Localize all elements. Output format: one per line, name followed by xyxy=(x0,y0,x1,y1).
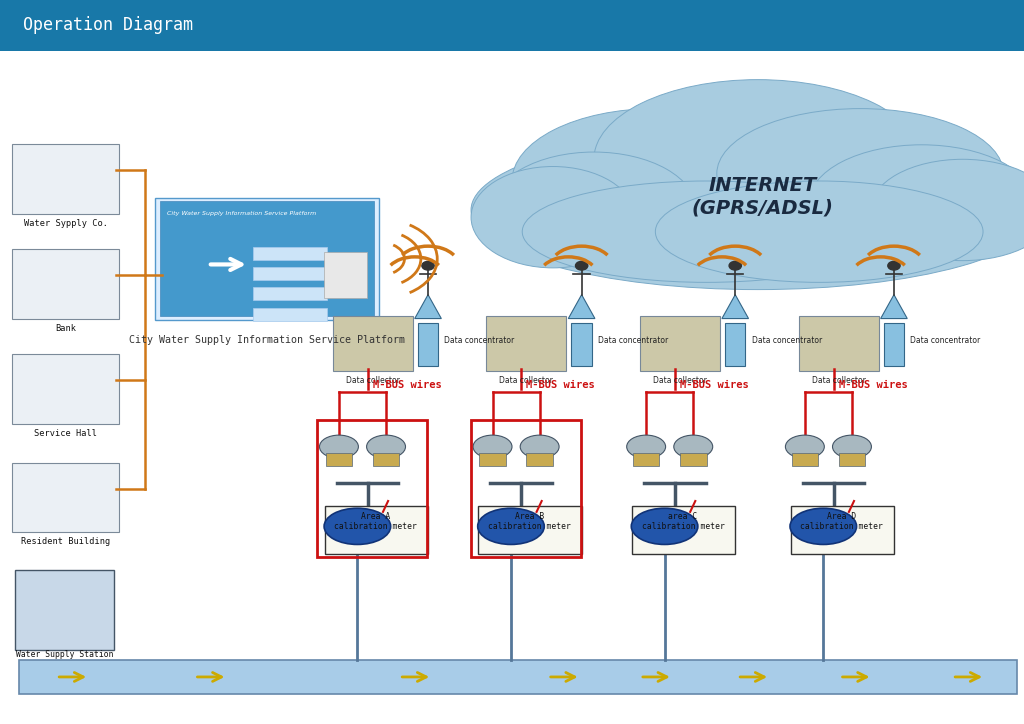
Circle shape xyxy=(575,261,588,270)
FancyBboxPatch shape xyxy=(680,453,707,466)
Ellipse shape xyxy=(785,435,824,458)
Ellipse shape xyxy=(594,80,922,239)
FancyBboxPatch shape xyxy=(526,453,553,466)
Ellipse shape xyxy=(627,435,666,458)
FancyBboxPatch shape xyxy=(326,453,352,466)
Polygon shape xyxy=(722,295,749,319)
Text: M-BUS wires: M-BUS wires xyxy=(526,380,595,390)
Polygon shape xyxy=(415,295,441,319)
FancyBboxPatch shape xyxy=(0,0,1024,51)
Polygon shape xyxy=(568,295,595,319)
Text: INTERNET
(GPRS/ADSL): INTERNET (GPRS/ADSL) xyxy=(692,177,834,217)
Text: M-BUS wires: M-BUS wires xyxy=(839,380,907,390)
FancyBboxPatch shape xyxy=(792,453,818,466)
Circle shape xyxy=(888,261,900,270)
FancyBboxPatch shape xyxy=(479,453,506,466)
FancyBboxPatch shape xyxy=(253,247,327,260)
Ellipse shape xyxy=(473,435,512,458)
Text: Data collector: Data collector xyxy=(812,376,865,385)
FancyBboxPatch shape xyxy=(486,316,566,371)
Text: Area A
calibration meter: Area A calibration meter xyxy=(335,512,417,531)
FancyBboxPatch shape xyxy=(253,267,327,280)
FancyBboxPatch shape xyxy=(324,252,367,298)
Text: City Water Supply Information Service Platform: City Water Supply Information Service Pl… xyxy=(167,211,316,216)
Text: area C
calibration meter: area C calibration meter xyxy=(642,512,724,531)
Text: Water Supply Station: Water Supply Station xyxy=(15,650,114,659)
FancyBboxPatch shape xyxy=(571,323,592,366)
FancyBboxPatch shape xyxy=(12,249,119,319)
Ellipse shape xyxy=(870,159,1024,261)
Text: Data concentrator: Data concentrator xyxy=(598,336,669,345)
Ellipse shape xyxy=(471,130,1024,290)
Circle shape xyxy=(729,261,741,270)
Ellipse shape xyxy=(319,435,358,458)
Text: Data concentrator: Data concentrator xyxy=(910,336,981,345)
FancyBboxPatch shape xyxy=(418,323,438,366)
Text: Area B
calibration meter: Area B calibration meter xyxy=(488,512,570,531)
Ellipse shape xyxy=(520,435,559,458)
FancyBboxPatch shape xyxy=(373,453,399,466)
Ellipse shape xyxy=(492,152,696,268)
Text: M-BUS wires: M-BUS wires xyxy=(680,380,749,390)
Ellipse shape xyxy=(631,508,697,544)
Text: City Water Supply Information Service Platform: City Water Supply Information Service Pl… xyxy=(129,335,404,345)
Text: Data collector: Data collector xyxy=(653,376,707,385)
Ellipse shape xyxy=(833,435,871,458)
Text: Data collector: Data collector xyxy=(346,376,399,385)
FancyBboxPatch shape xyxy=(12,144,119,214)
Ellipse shape xyxy=(655,181,983,282)
Text: Data collector: Data collector xyxy=(500,376,553,385)
FancyBboxPatch shape xyxy=(799,316,879,371)
Ellipse shape xyxy=(471,167,635,268)
FancyBboxPatch shape xyxy=(12,354,119,424)
Text: Water Sypply Co.: Water Sypply Co. xyxy=(24,219,108,227)
Ellipse shape xyxy=(674,435,713,458)
FancyBboxPatch shape xyxy=(632,506,735,554)
FancyBboxPatch shape xyxy=(15,570,114,650)
FancyBboxPatch shape xyxy=(884,323,904,366)
FancyBboxPatch shape xyxy=(640,316,720,371)
Ellipse shape xyxy=(324,508,390,544)
Text: Data concentrator: Data concentrator xyxy=(752,336,822,345)
Ellipse shape xyxy=(717,109,1004,239)
FancyBboxPatch shape xyxy=(791,506,894,554)
FancyBboxPatch shape xyxy=(253,287,327,300)
FancyBboxPatch shape xyxy=(725,323,745,366)
Text: Data concentrator: Data concentrator xyxy=(444,336,515,345)
Ellipse shape xyxy=(367,435,406,458)
FancyBboxPatch shape xyxy=(12,463,119,532)
FancyBboxPatch shape xyxy=(253,308,327,321)
Ellipse shape xyxy=(791,508,856,544)
Text: Operation Diagram: Operation Diagram xyxy=(23,17,193,34)
Ellipse shape xyxy=(477,508,545,544)
Text: Resident Building: Resident Building xyxy=(20,537,111,546)
Circle shape xyxy=(422,261,434,270)
Text: Area D
calibration meter: Area D calibration meter xyxy=(801,512,883,531)
Polygon shape xyxy=(881,295,907,319)
FancyBboxPatch shape xyxy=(633,453,659,466)
Text: Bank: Bank xyxy=(55,324,76,332)
FancyBboxPatch shape xyxy=(155,198,379,320)
FancyBboxPatch shape xyxy=(19,660,1017,694)
Text: Service Hall: Service Hall xyxy=(34,429,97,437)
FancyBboxPatch shape xyxy=(325,506,428,554)
FancyBboxPatch shape xyxy=(333,316,413,371)
Text: M-BUS wires: M-BUS wires xyxy=(373,380,441,390)
Ellipse shape xyxy=(512,109,799,253)
FancyBboxPatch shape xyxy=(839,453,865,466)
FancyBboxPatch shape xyxy=(478,506,582,554)
Ellipse shape xyxy=(522,181,891,282)
FancyBboxPatch shape xyxy=(160,201,374,316)
Ellipse shape xyxy=(809,145,1024,261)
